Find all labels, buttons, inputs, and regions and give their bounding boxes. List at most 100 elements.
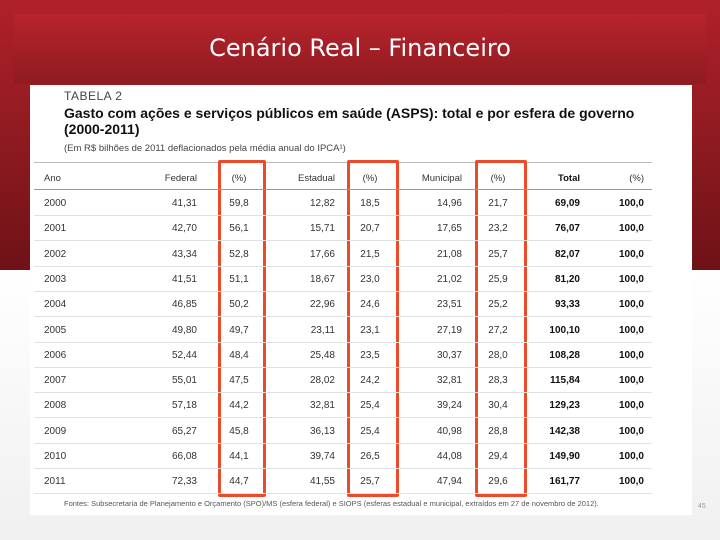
table-panel: TABELA 2 Gasto com ações e serviços públ…: [30, 85, 692, 515]
table-cell-total-percent: 100,0: [618, 375, 644, 387]
table-cell-ano: 2002: [44, 248, 67, 260]
row-divider: [34, 341, 652, 343]
table-cell-federal-percent: 48,4: [229, 349, 249, 361]
table-cell-municipal: 30,37: [436, 349, 462, 361]
table-cell-federal: 43,34: [171, 248, 197, 260]
table-cell-municipal-percent: 28,3: [488, 375, 508, 387]
highlight-municipal-percent: [475, 160, 527, 497]
table-cell-federal-percent: 45,8: [229, 425, 249, 437]
table-cell-municipal: 40,98: [436, 425, 462, 437]
table-cell-total: 161,77: [549, 476, 580, 488]
table-cell-municipal: 17,65: [436, 223, 462, 235]
table-cell-municipal: 21,02: [436, 273, 462, 285]
row-divider: [34, 417, 652, 419]
table-cell-municipal: 23,51: [436, 299, 462, 311]
table-cell-total: 76,07: [554, 223, 580, 235]
table-cell-total-percent: 100,0: [618, 299, 644, 311]
table-cell-federal-percent: 56,1: [229, 223, 249, 235]
table-cell-municipal-percent: 27,2: [488, 324, 508, 336]
table-cell-total: 129,23: [549, 400, 580, 412]
table-cell-federal: 41,51: [171, 273, 197, 285]
column-header-municipal: Municipal: [421, 173, 462, 184]
table-cell-municipal: 32,81: [436, 375, 462, 387]
table-cell-total-percent: 100,0: [618, 324, 644, 336]
table-cell-municipal-percent: 28,0: [488, 349, 508, 361]
table-cell-federal-percent: 44,7: [229, 476, 249, 488]
table-cell-federal: 66,08: [171, 451, 197, 462]
table-cell-estadual-percent: 24,6: [360, 299, 380, 311]
table-cell-municipal-percent: 21,7: [488, 198, 508, 209]
column-header-total-percent: (%): [629, 173, 644, 184]
table-cell-municipal-percent: 28,8: [488, 425, 508, 437]
table-cell-total: 142,38: [549, 425, 580, 437]
table-cell-ano: 2010: [44, 451, 67, 462]
table-cell-federal-percent: 52,8: [229, 248, 249, 260]
row-divider: [34, 392, 652, 394]
table-cell-federal-percent: 59,8: [229, 198, 249, 209]
table-cell-ano: 2006: [44, 349, 67, 361]
table-cell-ano: 2001: [44, 223, 67, 235]
table-cell-estadual-percent: 25,4: [360, 400, 380, 412]
table-cell-estadual-percent: 23,0: [360, 273, 380, 285]
table-cell-federal: 41,31: [171, 198, 197, 209]
table-cell-total: 93,33: [554, 299, 580, 311]
table-cell-total-percent: 100,0: [618, 198, 644, 209]
row-divider: [34, 316, 652, 318]
table-cell-estadual-percent: 26,5: [360, 451, 380, 462]
table-cell-total-percent: 100,0: [618, 451, 644, 462]
table-cell-estadual: 25,48: [309, 349, 335, 361]
table-cell-total: 108,28: [549, 349, 580, 361]
table-cell-municipal-percent: 25,9: [488, 273, 508, 285]
column-header-estadual-percent: (%): [362, 173, 378, 184]
table-cell-municipal-percent: 23,2: [488, 223, 508, 235]
table-cell-municipal: 21,08: [436, 248, 462, 260]
table-cell-federal-percent: 51,1: [229, 273, 249, 285]
table-cell-federal-percent: 44,2: [229, 400, 249, 412]
table-cell-federal-percent: 47,5: [229, 375, 249, 387]
table-cell-total: 81,20: [554, 273, 580, 285]
table-cell-federal-percent: 44,1: [229, 451, 249, 462]
table-cell-municipal: 39,24: [436, 400, 462, 412]
table-cell-federal: 52,44: [171, 349, 197, 361]
table-cell-municipal-percent: 29,6: [488, 476, 508, 488]
column-header-estadual: Estadual: [298, 173, 335, 184]
table-cell-federal: 72,33: [171, 476, 197, 488]
row-divider: [34, 493, 652, 495]
table-cell-ano: 2003: [44, 273, 67, 285]
table-cell-ano: 2009: [44, 425, 67, 437]
slide-number: 45: [698, 503, 706, 510]
table-cell-ano: 2011: [44, 476, 66, 488]
table-title: Gasto com ações e serviços públicos em s…: [64, 105, 635, 137]
table-cell-estadual: 41,55: [309, 476, 335, 488]
table-cell-estadual-percent: 23,1: [360, 324, 380, 336]
table-cell-federal: 65,27: [171, 425, 197, 437]
column-header-federal: Federal: [164, 173, 197, 184]
header-band: [14, 14, 706, 84]
table-cell-estadual-percent: 25,4: [360, 425, 380, 437]
table-cell-estadual: 36,13: [309, 425, 335, 437]
table-cell-federal: 57,18: [171, 400, 197, 412]
column-header-total: Total: [558, 173, 580, 184]
table-cell-total: 115,84: [549, 375, 580, 387]
table-cell-ano: 2000: [44, 198, 67, 209]
table-cell-estadual: 28,02: [309, 375, 335, 387]
row-divider: [34, 265, 652, 267]
table-cell-estadual-percent: 18,5: [360, 198, 380, 209]
table-top-rule: [34, 162, 652, 163]
table-cell-estadual: 32,81: [309, 400, 335, 412]
table-cell-municipal-percent: 30,4: [488, 400, 508, 412]
row-divider: [34, 290, 652, 292]
table-cell-total-percent: 100,0: [618, 248, 644, 260]
table-cell-estadual: 39,74: [309, 451, 335, 462]
table-cell-estadual-percent: 20,7: [360, 223, 380, 235]
row-divider: [34, 468, 652, 469]
table-cell-estadual: 15,71: [309, 223, 335, 235]
slide-title: Cenário Real – Financeiro: [209, 34, 511, 62]
table-cell-estadual-percent: 21,5: [360, 248, 380, 260]
table-source-note: Fontes: Subsecretaria de Planejamento e …: [64, 499, 599, 508]
table-cell-total-percent: 100,0: [618, 223, 644, 235]
table-cell-federal: 49,80: [171, 324, 197, 336]
table-cell-total: 69,09: [554, 198, 580, 209]
highlight-estadual-percent: [347, 160, 399, 497]
header-rule: [34, 189, 652, 190]
